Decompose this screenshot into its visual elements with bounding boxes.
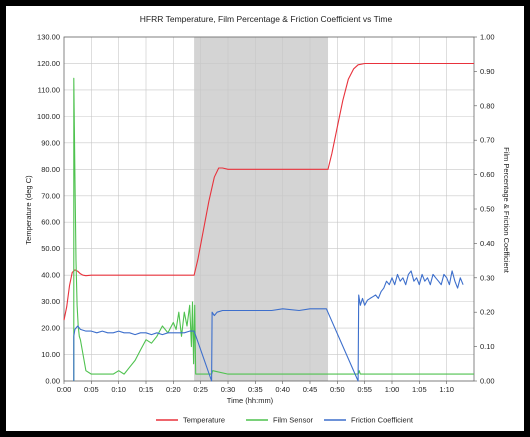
legend-label-friction-coefficient: Friction Coefficient xyxy=(351,416,414,425)
right-tick-label: 0.60 xyxy=(480,170,495,179)
x-tick-label: 1:05 xyxy=(412,385,427,394)
shaded-region xyxy=(194,37,329,381)
series-line-temperature xyxy=(63,62,474,321)
legend-label-film-sensor: Film Sensor xyxy=(273,416,314,425)
left-tick-label: 30.00 xyxy=(41,297,60,306)
right-tick-label: 1.00 xyxy=(480,33,495,42)
left-tick-label: 120.00 xyxy=(37,59,60,68)
chart-svg: HFRR Temperature, Film Percentage & Fric… xyxy=(24,14,511,425)
left-tick-label: 80.00 xyxy=(41,165,60,174)
series-line-friction-coefficient xyxy=(73,270,464,382)
left-tick-label: 110.00 xyxy=(38,85,60,94)
x-tick-label: 0:10 xyxy=(111,385,126,394)
x-tick-label: 0:55 xyxy=(357,385,372,394)
right-tick-label: 0.10 xyxy=(480,342,495,351)
x-tick-label: 0:25 xyxy=(193,385,208,394)
right-axis-title: Film Percentage & Friction Coefficient xyxy=(502,147,511,274)
left-tick-label: 70.00 xyxy=(41,191,60,200)
x-tick-label: 0:15 xyxy=(139,385,154,394)
x-tick-label: 0:30 xyxy=(221,385,236,394)
x-tick-label: 0:05 xyxy=(84,385,99,394)
left-tick-label: 10.00 xyxy=(41,350,60,359)
x-tick-label: 1:10 xyxy=(439,385,454,394)
plot-border xyxy=(63,36,475,382)
right-tick-label: 0.90 xyxy=(480,67,495,76)
x-tick-label: 0:00 xyxy=(57,385,72,394)
plot-area: 0.00 10.00 20.00 30.00 40.00 50.00 60.00 70.00 8… xyxy=(37,33,495,395)
right-tick-label: 0.30 xyxy=(480,273,495,282)
right-tick-label: 0.70 xyxy=(480,136,495,145)
right-tick-label: 0.80 xyxy=(480,101,495,110)
left-axis-title: Temperature (deg C) xyxy=(24,175,33,245)
legend-label-temperature: Temperature xyxy=(183,416,225,425)
right-tick-label: 0.20 xyxy=(480,308,495,317)
x-tick-label: 0:45 xyxy=(303,385,318,394)
left-tick-label: 100.00 xyxy=(37,112,60,121)
right-tick-label: 0.40 xyxy=(480,239,495,248)
left-tick-label: 50.00 xyxy=(41,244,60,253)
x-tick-label: 0:40 xyxy=(275,385,290,394)
series-line-film-sensor xyxy=(73,77,474,381)
left-tick-label: 130.00 xyxy=(37,33,60,42)
right-tick-label: 0.00 xyxy=(480,377,495,386)
x-tick-label: 1:00 xyxy=(385,385,400,394)
left-tick-label: 40.00 xyxy=(41,271,60,280)
legend: Temperature Film Sensor Friction Coefficie… xyxy=(156,416,414,425)
left-tick-label: 0.00 xyxy=(45,377,60,386)
left-tick-label: 90.00 xyxy=(41,138,60,147)
x-tick-label: 0:50 xyxy=(330,385,345,394)
right-tick-label: 0.50 xyxy=(480,205,495,214)
x-axis-title: Time (hh:mm) xyxy=(227,396,274,405)
left-tick-label: 60.00 xyxy=(41,218,60,227)
chart-title: HFRR Temperature, Film Percentage & Fric… xyxy=(140,14,393,24)
chart-frame: HFRR Temperature, Film Percentage & Fric… xyxy=(6,6,524,431)
x-tick-label: 0:35 xyxy=(248,385,263,394)
left-tick-label: 20.00 xyxy=(41,324,60,333)
x-tick-label: 0:20 xyxy=(166,385,181,394)
